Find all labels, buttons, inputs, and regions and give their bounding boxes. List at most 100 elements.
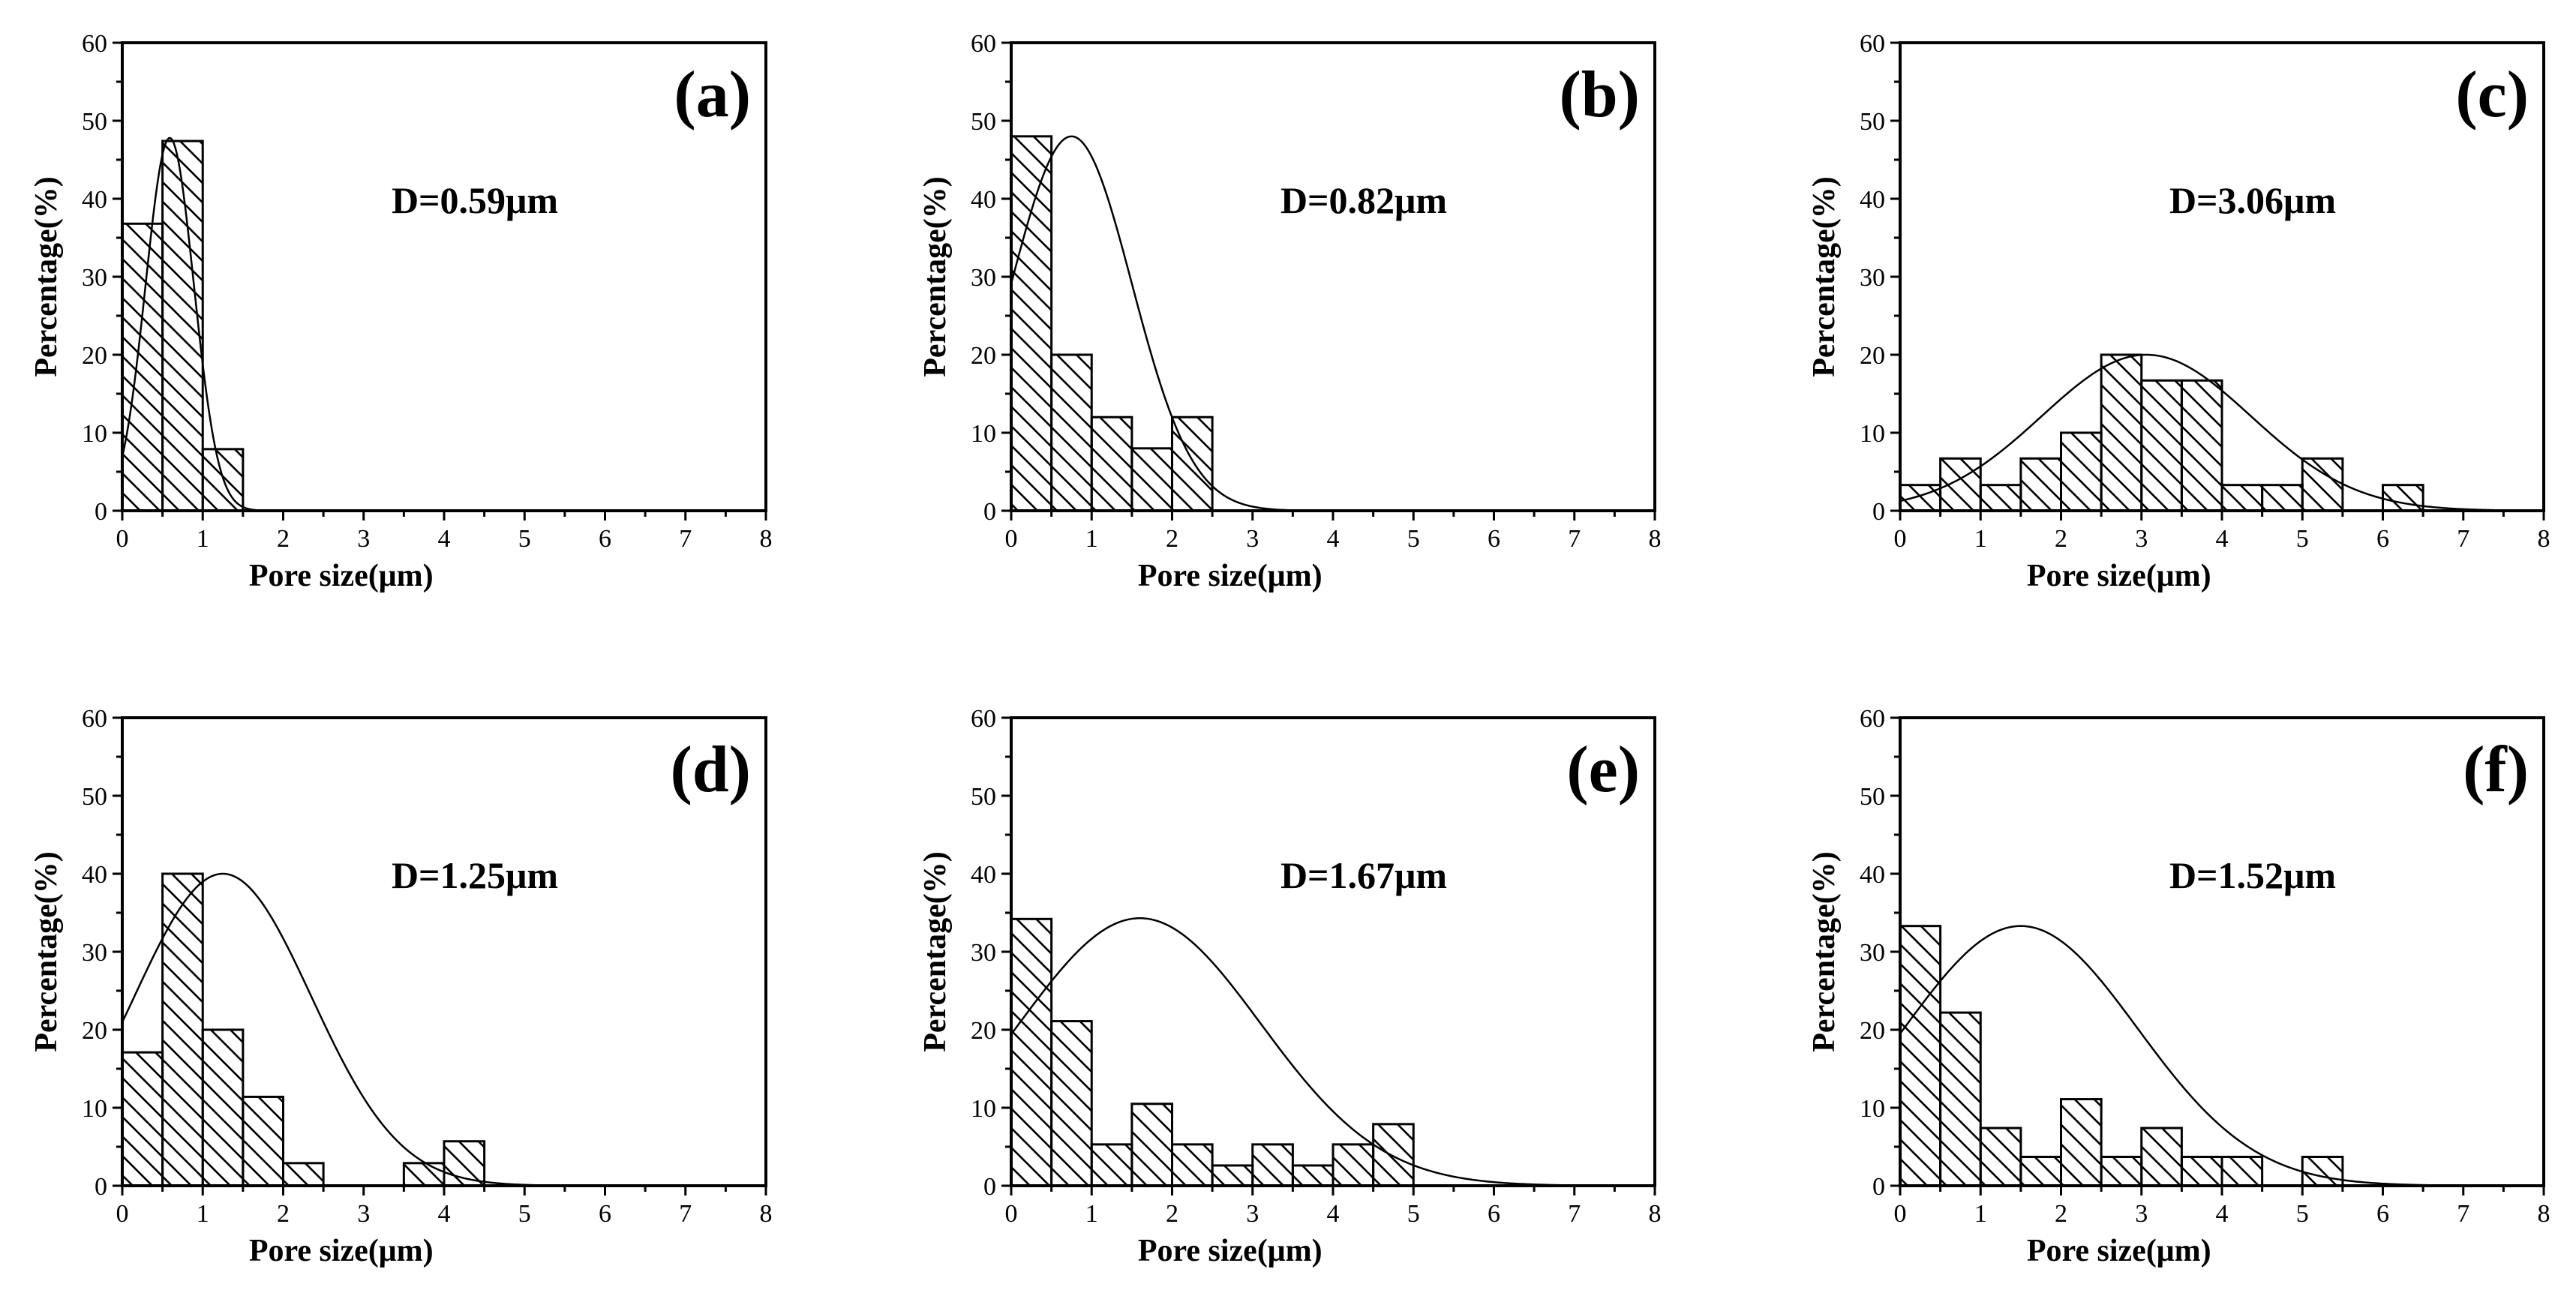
histogram-bar xyxy=(1010,917,1053,1187)
y-tick-label: 0 xyxy=(95,498,107,526)
x-tick-label: 4 xyxy=(1327,525,1340,553)
y-tick-label: 20 xyxy=(82,1017,107,1045)
x-tick-label: 3 xyxy=(357,525,370,553)
mean-diameter-annotation: D=1.25μm xyxy=(392,854,558,896)
histogram-bar xyxy=(2180,1156,2223,1187)
histogram-bar xyxy=(1251,1143,1294,1187)
y-tick-label: 10 xyxy=(971,420,996,448)
histogram-bar xyxy=(1979,484,2022,512)
y-tick-label: 50 xyxy=(1860,783,1885,811)
x-tick-label: 1 xyxy=(1974,525,1987,553)
chart-panel: 0 1 2 3 4 5 6 7 8 0 10 20 30 40 50 60 Pore size(μm) Perce… xyxy=(29,705,773,1268)
x-tick-label: 6 xyxy=(1488,525,1500,553)
histogram-bar xyxy=(2019,1156,2062,1187)
x-tick-label: 7 xyxy=(2457,1200,2469,1228)
y-axis-label: Percentage(%) xyxy=(1807,176,1842,376)
x-tick-label: 5 xyxy=(1407,525,1420,553)
histogram-bar xyxy=(2100,1156,2143,1187)
y-tick-label: 0 xyxy=(95,1173,107,1201)
x-tick-label: 8 xyxy=(2538,525,2550,553)
x-tick-label: 5 xyxy=(518,525,531,553)
x-tick-label: 1 xyxy=(197,1200,209,1228)
histogram-bar xyxy=(2060,1098,2103,1187)
histogram-bar xyxy=(1899,925,1942,1187)
x-tick-label: 1 xyxy=(1085,525,1098,553)
histogram-bar xyxy=(1090,416,1133,512)
histogram-bar xyxy=(1899,484,1942,512)
x-tick-label: 3 xyxy=(2135,525,2148,553)
y-tick-label: 20 xyxy=(82,342,107,370)
y-tick-label: 30 xyxy=(971,264,996,292)
y-tick-label: 60 xyxy=(82,705,107,733)
histogram-bar xyxy=(161,140,204,512)
x-tick-label: 5 xyxy=(1407,1200,1420,1228)
x-tick-label: 0 xyxy=(116,1200,129,1228)
histogram-bar xyxy=(2100,353,2143,512)
y-tick-label: 10 xyxy=(82,420,107,448)
x-tick-label: 6 xyxy=(2376,1200,2389,1228)
histogram-bar xyxy=(1010,135,1053,512)
chart-panel: 0 1 2 3 4 5 6 7 8 0 10 20 30 40 50 60 Pore size(μm) Perce… xyxy=(918,30,1662,593)
x-tick-label: 0 xyxy=(1894,1200,1907,1228)
y-tick-label: 10 xyxy=(1860,1095,1885,1123)
y-axis-label: Percentage(%) xyxy=(1807,851,1842,1052)
y-tick-label: 40 xyxy=(971,186,996,214)
x-tick-label: 7 xyxy=(679,525,692,553)
plot-frame xyxy=(1010,716,1656,1187)
histogram-bar xyxy=(242,1095,284,1187)
y-tick-label: 30 xyxy=(82,939,107,967)
y-tick-label: 30 xyxy=(1860,939,1885,967)
chart-panel: 0 1 2 3 4 5 6 7 8 0 10 20 30 40 50 60 Pore size(μm) Perce… xyxy=(1807,705,2550,1268)
histogram-bar xyxy=(2019,457,2062,512)
x-tick-label: 6 xyxy=(599,1200,611,1228)
y-tick-label: 30 xyxy=(971,939,996,967)
y-tick-label: 20 xyxy=(971,342,996,370)
x-tick-label: 7 xyxy=(1568,1200,1581,1228)
histogram-bar xyxy=(1939,1011,1982,1187)
x-axis-label: Pore size(μm) xyxy=(2027,1234,2211,1268)
x-tick-label: 7 xyxy=(2457,525,2469,553)
histogram-bar xyxy=(1130,1102,1173,1187)
histogram-bar xyxy=(1090,1143,1133,1187)
histogram-bar xyxy=(1291,1164,1335,1187)
y-tick-label: 0 xyxy=(1872,498,1885,526)
x-tick-label: 3 xyxy=(1246,1200,1259,1228)
y-tick-label: 10 xyxy=(1860,420,1885,448)
y-tick-label: 60 xyxy=(971,30,996,58)
x-axis-label: Pore size(μm) xyxy=(2027,559,2211,593)
x-tick-label: 6 xyxy=(599,525,611,553)
y-tick-label: 40 xyxy=(82,186,107,214)
y-axis-label: Percentage(%) xyxy=(29,851,64,1052)
x-tick-label: 0 xyxy=(1005,525,1018,553)
x-tick-label: 4 xyxy=(438,1200,451,1228)
histogram-bar xyxy=(161,872,204,1187)
y-tick-label: 60 xyxy=(1860,30,1885,58)
y-tick-label: 40 xyxy=(971,861,996,889)
histogram-bar xyxy=(282,1162,325,1187)
mean-diameter-annotation: D=0.82μm xyxy=(1280,179,1447,221)
histogram-bar xyxy=(2301,1156,2344,1187)
x-tick-label: 7 xyxy=(679,1200,692,1228)
histogram-bar xyxy=(1130,447,1173,512)
x-tick-label: 0 xyxy=(1894,525,1907,553)
panel-label: (a) xyxy=(674,58,751,131)
y-axis-label: Percentage(%) xyxy=(29,176,64,376)
histogram-bar xyxy=(201,1028,245,1187)
y-tick-label: 60 xyxy=(1860,705,1885,733)
x-tick-label: 8 xyxy=(1649,525,1662,553)
panel-label: (e) xyxy=(1566,734,1640,806)
histogram-bar xyxy=(1050,1020,1093,1187)
histogram-bar xyxy=(2261,484,2304,512)
x-tick-label: 5 xyxy=(518,1200,531,1228)
x-tick-label: 2 xyxy=(2055,525,2067,553)
y-tick-label: 40 xyxy=(82,861,107,889)
x-tick-label: 1 xyxy=(1974,1200,1987,1228)
histogram-bar xyxy=(2060,431,2103,512)
x-tick-label: 3 xyxy=(2135,1200,2148,1228)
y-tick-label: 40 xyxy=(1860,861,1885,889)
y-tick-label: 30 xyxy=(1860,264,1885,292)
histogram-bar xyxy=(2140,379,2183,512)
plot-frame xyxy=(121,41,767,512)
histogram-bar xyxy=(1171,1143,1214,1187)
